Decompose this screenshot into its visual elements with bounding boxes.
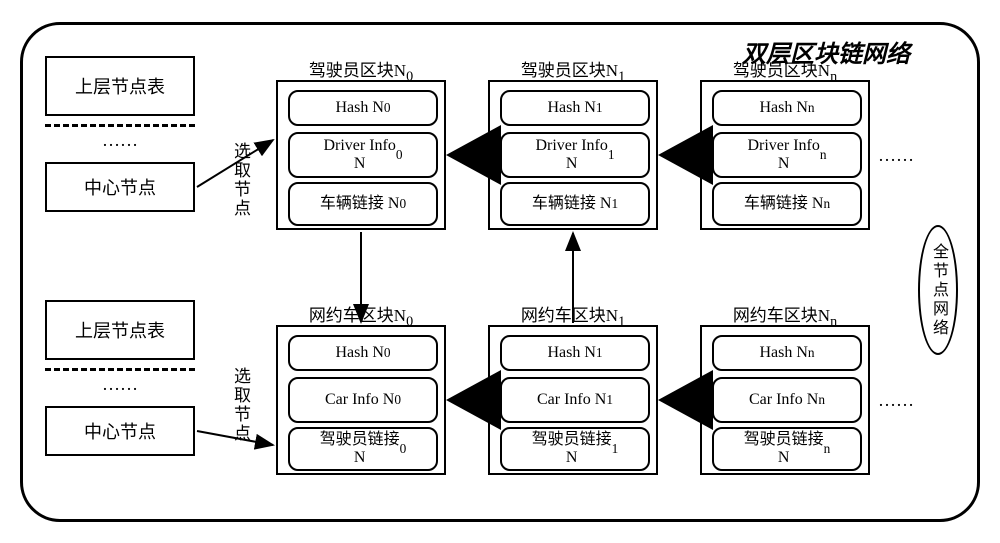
driver_chain-link-n: 车辆链接 Nn [712, 182, 862, 226]
dots-top: …… [45, 130, 195, 151]
driver_chain-link-1: 车辆链接 N1 [500, 182, 650, 226]
driver_chain-info-1: Driver InfoN1 [500, 132, 650, 178]
driver_chain-info-n: Driver InfoNn [712, 132, 862, 178]
driver_chain-hash-0: Hash N0 [288, 90, 438, 126]
car_chain-hash-0: Hash N0 [288, 335, 438, 371]
car_chain-block-0: Hash N0 Car Info N0驾驶员链接N0 [276, 325, 446, 475]
dash-bottom [45, 368, 195, 371]
full-node-network: 全节点网络 [918, 225, 958, 355]
car_chain-block-1: Hash N1 Car Info N1驾驶员链接N1 [488, 325, 658, 475]
canvas: 双层区块链网络 上层节点表 …… 中心节点 选取节点 上层节点表 …… 中心节点… [0, 0, 1000, 543]
driver_chain-hash-n: Hash Nn [712, 90, 862, 126]
select-label-bottom: 选取节点 [228, 367, 253, 443]
driver-trailing-dots: …… [878, 145, 914, 166]
driver_chain-block-n: Hash Nn Driver InfoNn车辆链接 Nn [700, 80, 870, 230]
driver_chain-info-0: Driver InfoN0 [288, 132, 438, 178]
car-trailing-dots: …… [878, 390, 914, 411]
dash-top [45, 124, 195, 127]
select-label-top: 选取节点 [228, 142, 253, 218]
driver_chain-hash-1: Hash N1 [500, 90, 650, 126]
car_chain-info-0: Car Info N0 [288, 377, 438, 423]
driver_chain-link-0: 车辆链接 N0 [288, 182, 438, 226]
car_chain-block-n: Hash Nn Car Info Nn驾驶员链接Nn [700, 325, 870, 475]
car_chain-link-1: 驾驶员链接N1 [500, 427, 650, 471]
car_chain-info-1: Car Info N1 [500, 377, 650, 423]
dots-bottom: …… [45, 374, 195, 395]
driver_chain-block-0: Hash N0 Driver InfoN0车辆链接 N0 [276, 80, 446, 230]
car_chain-hash-n: Hash Nn [712, 335, 862, 371]
driver_chain-block-1: Hash N1 Driver InfoN1车辆链接 N1 [488, 80, 658, 230]
center-node-bottom: 中心节点 [45, 406, 195, 456]
upper-node-table-bottom: 上层节点表 [45, 300, 195, 360]
car_chain-info-n: Car Info Nn [712, 377, 862, 423]
upper-node-table-top: 上层节点表 [45, 56, 195, 116]
car_chain-hash-1: Hash N1 [500, 335, 650, 371]
car_chain-link-n: 驾驶员链接Nn [712, 427, 862, 471]
full-node-network-label: 全节点网络 [926, 243, 950, 338]
center-node-top: 中心节点 [45, 162, 195, 212]
car_chain-link-0: 驾驶员链接N0 [288, 427, 438, 471]
